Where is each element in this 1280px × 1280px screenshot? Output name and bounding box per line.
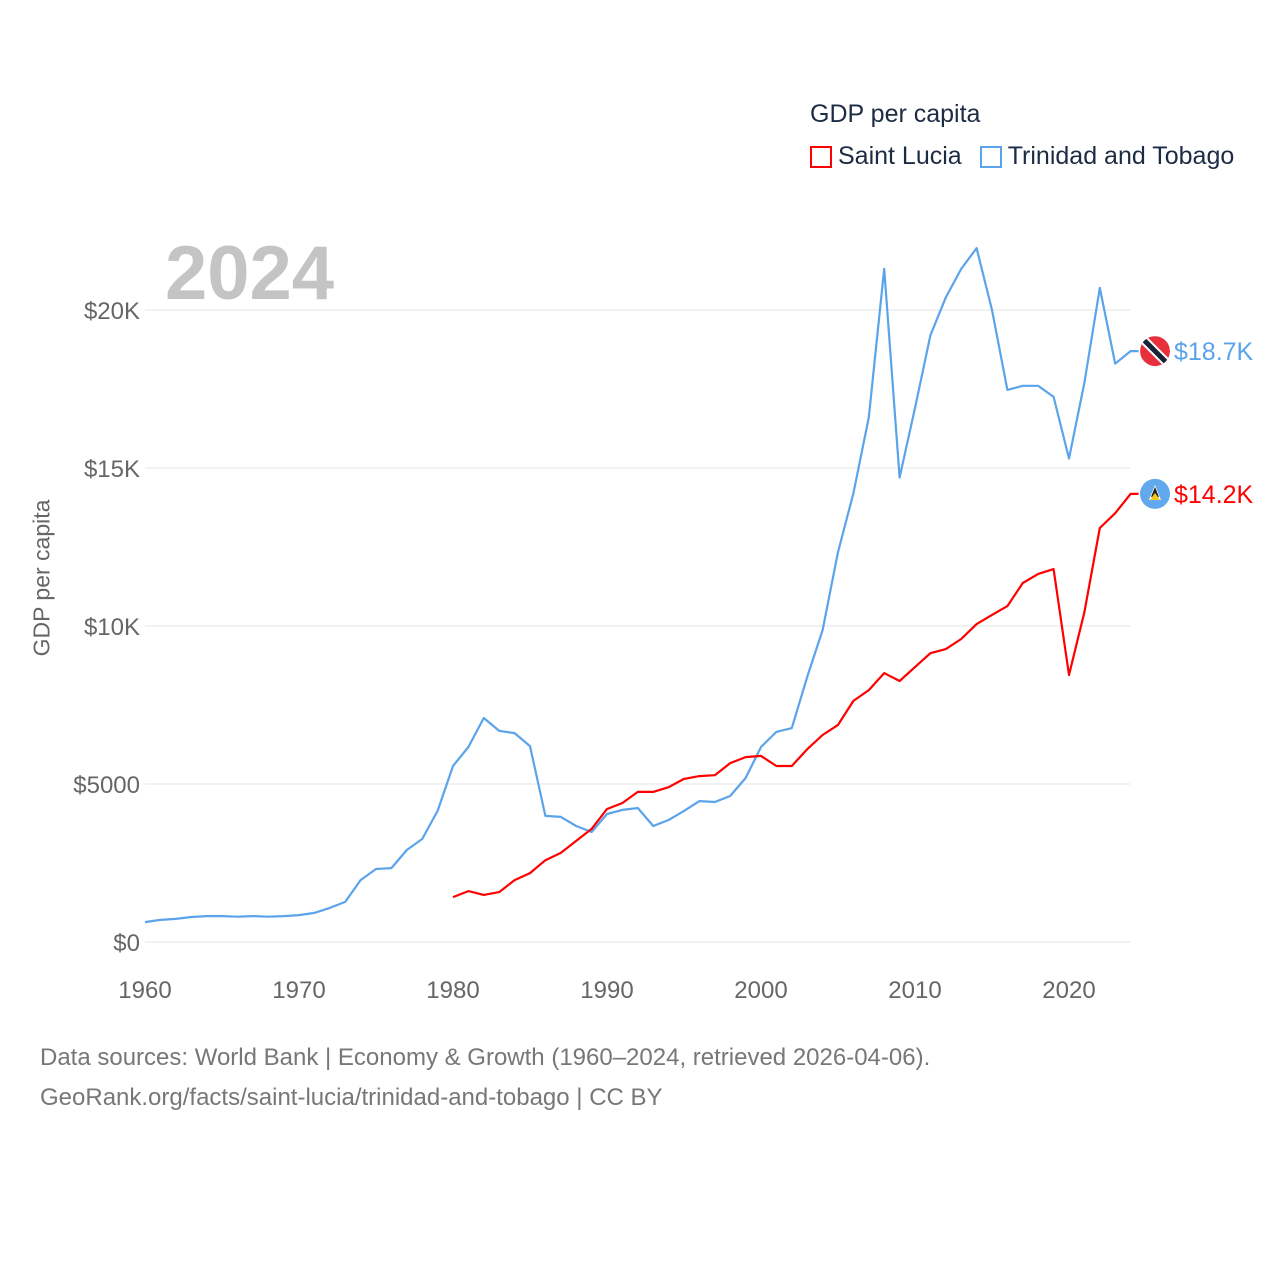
y-axis-title: GDP per capita — [28, 499, 55, 657]
trinidad-and-tobago-flag-icon — [1140, 336, 1170, 367]
x-tick-label: 1990 — [580, 977, 633, 1004]
y-tick-label: $15K — [84, 456, 140, 483]
saint-lucia-flag-icon — [1140, 478, 1170, 509]
x-tick-label: 2020 — [1042, 977, 1095, 1004]
y-tick-label: $20K — [84, 298, 140, 325]
x-tick-label: 2010 — [888, 977, 941, 1004]
x-tick-label: 1960 — [118, 977, 171, 1004]
legend-title: GDP per capita — [810, 100, 981, 128]
series-line-trinidad-and-tobago — [144, 247, 1139, 924]
legend-swatch-trinidad-and-tobago — [979, 145, 1002, 168]
legend-label: Trinidad and Tobago — [1007, 142, 1235, 170]
end-value-label-saint-lucia: $14.2K — [1174, 481, 1254, 509]
footer-link[interactable]: GeoRank.org/facts/saint-lucia/trinidad-a… — [40, 1084, 663, 1111]
legend-item-trinidad-and-tobago[interactable]: Trinidad and Tobago — [979, 142, 1235, 171]
legend-item-saint-lucia[interactable]: Saint Lucia — [810, 142, 962, 171]
legend-label: Saint Lucia — [838, 142, 962, 170]
legend: Saint Lucia Trinidad and Tobago — [810, 142, 1234, 171]
end-value-label-trinidad-and-tobago: $18.7K — [1174, 338, 1254, 366]
x-tick-label: 2000 — [734, 977, 787, 1004]
x-tick-label: 1970 — [272, 977, 325, 1004]
y-tick-label: $5000 — [73, 772, 140, 799]
y-tick-label: $0 — [113, 930, 140, 957]
y-tick-label: $10K — [84, 614, 140, 641]
x-tick-label: 1980 — [426, 977, 479, 1004]
footer-sources: Data sources: World Bank | Economy & Gro… — [40, 1044, 931, 1071]
current-year-label: 2024 — [165, 231, 335, 316]
series-line-saint-lucia — [452, 492, 1139, 899]
legend-swatch-saint-lucia — [810, 145, 832, 168]
